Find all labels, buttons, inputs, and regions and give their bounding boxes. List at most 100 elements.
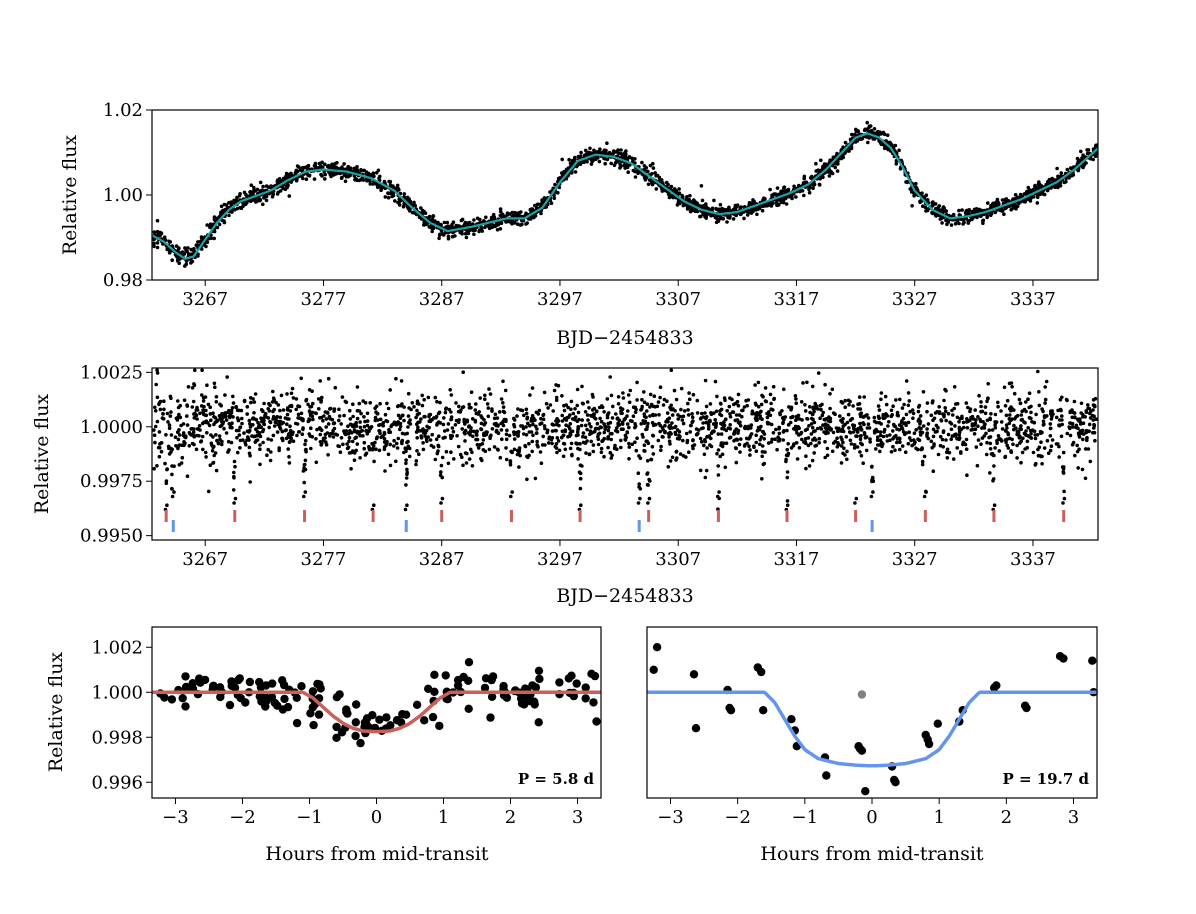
- flattened-flux-point: [255, 433, 260, 438]
- flattened-flux-point: [1039, 440, 1043, 445]
- flattened-flux-point: [681, 421, 686, 426]
- flattened-flux-point: [326, 453, 330, 457]
- flattened-flux-point: [208, 405, 212, 410]
- flattened-flux-point: [983, 411, 988, 416]
- flattened-flux-point: [248, 422, 252, 426]
- raw-flux-point: [953, 222, 958, 226]
- flattened-flux-point: [560, 394, 564, 398]
- flattened-flux-point: [818, 403, 823, 408]
- flattened-flux-point: [702, 452, 707, 457]
- flattened-flux-point: [216, 441, 221, 445]
- raw-flux-point: [245, 194, 249, 199]
- raw-flux-point: [721, 209, 725, 213]
- flattened-flux-point: [918, 430, 923, 434]
- flattened-flux-point: [201, 410, 205, 415]
- flattened-flux-point: [233, 464, 237, 469]
- raw-flux-point: [925, 198, 930, 202]
- flattened-flux-point: [668, 426, 672, 431]
- raw-flux-point: [552, 196, 557, 200]
- raw-flux-point: [648, 163, 653, 168]
- raw-flux-point: [975, 215, 979, 220]
- flattened-flux-point: [496, 423, 500, 428]
- flattened-flux-point: [169, 450, 173, 454]
- flattened-flux-point: [499, 428, 504, 432]
- flattened-flux-point: [417, 452, 421, 457]
- flattened-flux-point: [237, 433, 242, 437]
- flattened-flux-point: [1060, 395, 1064, 400]
- flattened-flux-point: [444, 407, 448, 411]
- flattened-flux-point: [805, 427, 809, 432]
- flattened-flux-point: [602, 410, 606, 414]
- flattened-flux-point: [952, 385, 957, 389]
- raw-flux-point: [177, 246, 181, 251]
- flattened-flux-point: [878, 438, 883, 443]
- raw-flux-point: [393, 199, 397, 203]
- raw-flux-point: [887, 141, 892, 146]
- raw-flux-point: [343, 173, 347, 177]
- raw-flux-point: [483, 225, 487, 230]
- raw-flux-point: [429, 225, 434, 229]
- flattened-flux-point: [808, 405, 812, 409]
- raw-flux-point: [237, 193, 242, 198]
- raw-flux-point: [780, 189, 784, 193]
- flattened-flux-point: [1081, 421, 1086, 426]
- flattened-flux-point: [272, 424, 277, 428]
- flattened-flux-point: [917, 426, 921, 430]
- flattened-flux-point: [1037, 390, 1041, 394]
- flattened-flux-point: [879, 391, 884, 395]
- flattened-flux-point: [217, 434, 222, 438]
- flattened-flux-point: [1070, 425, 1075, 429]
- flattened-flux-point: [224, 418, 229, 422]
- raw-flux-point: [868, 124, 873, 128]
- raw-flux-point: [603, 161, 607, 166]
- flattened-flux-point: [733, 429, 737, 433]
- flattened-flux-point: [615, 426, 619, 430]
- flattened-flux-point: [463, 428, 468, 433]
- flattened-flux-point: [530, 439, 535, 444]
- raw-flux-point: [368, 182, 373, 186]
- flattened-flux-point: [768, 413, 773, 418]
- raw-flux-point: [472, 232, 476, 237]
- flattened-flux-point: [645, 459, 650, 463]
- flattened-flux-point: [1044, 379, 1049, 384]
- raw-flux-point: [1059, 171, 1064, 175]
- flattened-flux-point: [1065, 431, 1070, 436]
- flattened-flux-point: [888, 438, 892, 443]
- x-tick-label: 3267: [182, 289, 228, 310]
- flattened-flux-point: [406, 391, 411, 396]
- flattened-flux-point: [678, 452, 683, 456]
- flattened-flux-point: [728, 414, 733, 419]
- flattened-flux-point: [785, 499, 790, 503]
- flattened-flux-point: [576, 428, 580, 432]
- flattened-flux-point: [523, 444, 528, 449]
- flattened-flux-point: [289, 404, 294, 409]
- flattened-flux-point: [550, 441, 554, 446]
- flattened-flux-point: [296, 412, 301, 417]
- flattened-flux-point: [846, 412, 851, 417]
- flattened-flux-point: [944, 438, 948, 442]
- flattened-flux-point: [585, 400, 590, 404]
- flattened-flux-point: [556, 439, 561, 443]
- flattened-flux-point: [547, 436, 551, 441]
- flattened-flux-point: [1070, 415, 1074, 420]
- raw-flux-point: [212, 236, 216, 241]
- raw-flux-point: [966, 221, 971, 225]
- flattened-flux-point: [949, 427, 954, 432]
- flattened-flux-point: [912, 431, 917, 436]
- raw-flux-point: [393, 186, 397, 190]
- raw-flux-point: [957, 208, 961, 213]
- flattened-flux-point: [504, 457, 509, 462]
- raw-flux-point: [301, 165, 305, 170]
- flattened-flux-point: [155, 419, 160, 424]
- flattened-flux-point: [587, 422, 592, 426]
- flattened-flux-point: [637, 485, 641, 489]
- flattened-flux-point: [608, 450, 613, 455]
- flattened-flux-point: [297, 430, 302, 434]
- flattened-flux-point: [865, 426, 870, 430]
- flattened-flux-point: [616, 395, 621, 399]
- raw-flux-point: [807, 190, 812, 195]
- flattened-flux-point: [895, 427, 899, 431]
- flattened-flux-point: [165, 411, 170, 416]
- raw-flux-point: [1062, 180, 1067, 185]
- flattened-flux-point: [157, 454, 162, 459]
